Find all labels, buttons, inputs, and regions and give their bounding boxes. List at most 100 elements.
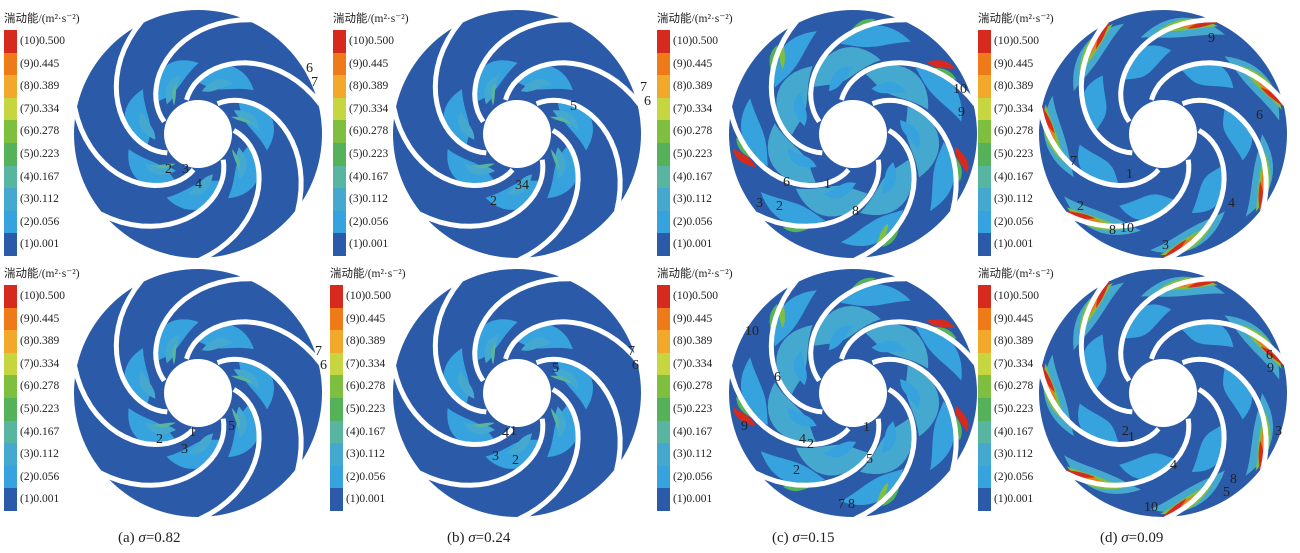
legend-swatch — [333, 52, 346, 76]
legend-level: (3)0.112 — [4, 188, 104, 211]
impeller-blade — [1149, 319, 1288, 365]
legend-swatch — [657, 420, 670, 444]
legend-level: (7)0.334 — [657, 352, 757, 376]
tke-region — [139, 370, 156, 399]
legend-swatch — [657, 443, 670, 466]
legend-label: (2)0.056 — [346, 470, 386, 483]
legend-level: (1)0.001 — [4, 233, 104, 256]
impeller-blade — [871, 356, 959, 471]
impeller-blade — [184, 60, 323, 106]
impeller-blade — [808, 17, 907, 124]
legend-swatch — [657, 188, 670, 211]
zone-label: 1 — [510, 424, 517, 439]
zone-label: 5 — [228, 419, 235, 434]
legend-label: (1)0.001 — [673, 238, 713, 251]
zone-label: 6 — [320, 358, 327, 373]
zone-label: 7 — [628, 344, 635, 359]
legend-swatch — [978, 420, 991, 444]
tke-region — [955, 405, 969, 433]
tke-region — [153, 163, 176, 169]
legend-swatch — [333, 97, 346, 121]
zone-label: 7 — [640, 80, 647, 95]
tke-region — [823, 441, 857, 458]
zone-label: 6 — [644, 94, 651, 109]
legend-title: 湍动能/(m²·s⁻²) — [978, 13, 1054, 25]
zone-label: 9 — [958, 105, 965, 120]
tke-region — [458, 370, 475, 399]
legend-level: (6)0.278 — [4, 375, 104, 398]
zone-label: 1 — [1128, 430, 1135, 445]
impeller-blade — [198, 387, 262, 522]
impeller-blade — [1163, 128, 1227, 263]
legend-swatch — [330, 330, 343, 353]
tke-region — [491, 83, 496, 106]
impeller-blade — [1064, 159, 1192, 229]
legend-label: (2)0.056 — [673, 470, 713, 483]
legend-level: (8)0.389 — [330, 330, 430, 353]
legend-label: (5)0.223 — [994, 148, 1034, 160]
zone-label: 2 — [807, 437, 814, 452]
legend-level: (10)0.500 — [4, 30, 104, 53]
impeller-hub — [1129, 359, 1197, 427]
impeller-blade — [418, 418, 546, 488]
impeller-blade — [184, 319, 323, 365]
legend-level: (3)0.112 — [978, 443, 1078, 466]
legend-label: (3)0.112 — [20, 193, 59, 206]
zone-label: 6 — [774, 370, 781, 385]
legend-level: (5)0.223 — [657, 398, 757, 421]
impeller-blade — [768, 19, 823, 156]
legend-level: (10)0.500 — [333, 30, 433, 53]
tke-region — [828, 325, 854, 351]
legend-label: (7)0.334 — [994, 357, 1034, 370]
legend-level: (8)0.389 — [657, 75, 757, 98]
tke-region — [507, 174, 533, 195]
zone-label: 2 — [793, 463, 800, 478]
zone-label: 8 — [1230, 472, 1237, 487]
legend-label: (4)0.167 — [994, 425, 1034, 438]
legend-label: (9)0.445 — [673, 312, 713, 325]
impeller-contour-b_top: 76 5 34 2 — [391, 10, 651, 263]
tke-region — [732, 407, 756, 427]
legend-level: (3)0.112 — [333, 188, 433, 211]
tke-region — [555, 406, 566, 439]
tke-region — [172, 342, 177, 365]
impeller-blade — [113, 19, 168, 156]
tke-region — [828, 66, 854, 92]
tke-region — [549, 375, 572, 384]
zone-label: 4 — [502, 426, 509, 441]
impeller-blade — [432, 19, 487, 156]
zone-label: 3 — [1162, 238, 1169, 253]
legend-level: (7)0.334 — [4, 97, 104, 121]
legend-level: (1)0.001 — [4, 488, 104, 511]
legend-swatch — [978, 52, 991, 76]
impeller-hub — [819, 100, 887, 168]
legend-swatch — [657, 120, 670, 143]
impeller-blade — [517, 128, 581, 263]
impeller-blade — [503, 319, 642, 365]
legend-label: (4)0.167 — [673, 170, 713, 183]
legend-swatch — [657, 143, 670, 166]
zone-label: 2 — [776, 199, 783, 214]
legend-label: (6)0.278 — [673, 380, 713, 393]
legend-swatch — [657, 210, 670, 234]
legend-swatch — [4, 330, 17, 353]
legend-level: (1)0.001 — [330, 488, 430, 511]
impeller-blade — [853, 387, 917, 522]
legend-swatch — [657, 398, 670, 421]
tke-region — [760, 451, 826, 485]
impeller-contour-a_bottom: 76 2 1 5 3 — [72, 269, 327, 522]
impeller-blade — [153, 276, 252, 383]
legend-level: (3)0.112 — [978, 188, 1078, 211]
legend-level: (2)0.056 — [657, 465, 757, 489]
legend-d_bottom: 湍动能/(m²·s⁻²) (10)0.500 (9)0.445 (8)0.389 (7)… — [978, 265, 1056, 511]
tke-region — [740, 98, 768, 167]
legend-level: (5)0.223 — [4, 398, 104, 421]
legend-a_top: 湍动能/(m²·s⁻²) (10)0.500 (9)0.445 (8)0.389 (7)… — [4, 10, 82, 256]
tke-region — [930, 400, 955, 471]
legend-level: (5)0.223 — [4, 143, 104, 166]
legend-b_top: 湍动能/(m²·s⁻²) (10)0.500 (9)0.445 (8)0.389 (7)… — [333, 10, 411, 256]
impeller-hub — [164, 100, 232, 168]
zone-label: 7 — [1070, 154, 1077, 169]
legend-level: (1)0.001 — [978, 233, 1078, 256]
